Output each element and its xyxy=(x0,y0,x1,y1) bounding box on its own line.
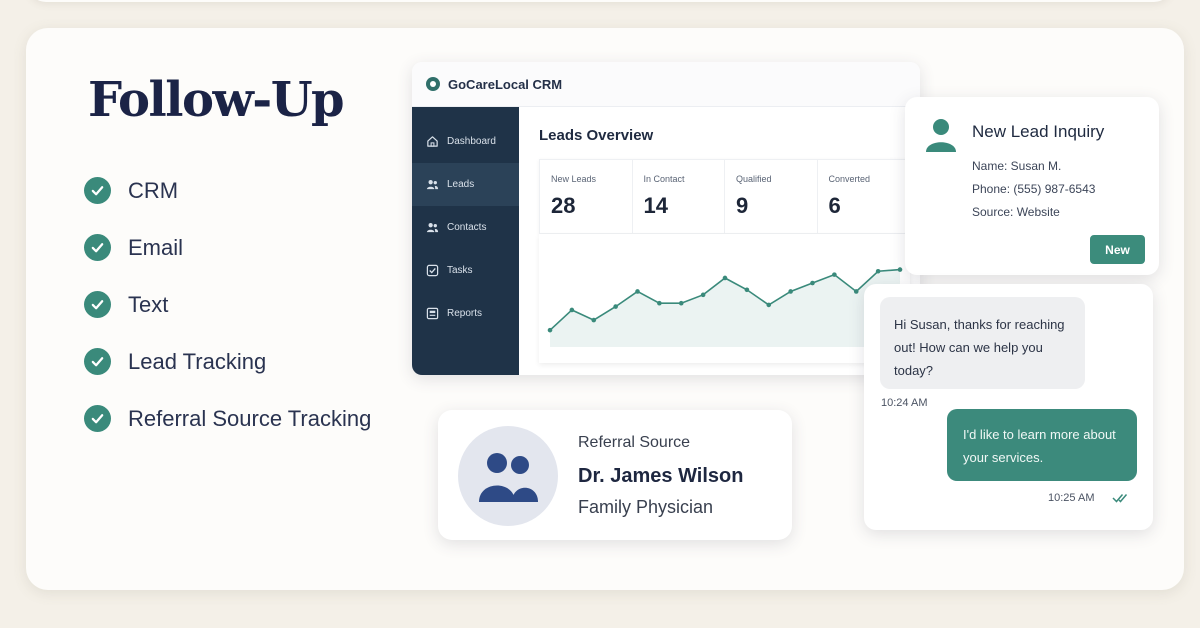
stat-label: In Contact xyxy=(643,174,685,184)
users-icon xyxy=(479,453,538,502)
sidebar-item-label: Tasks xyxy=(447,265,473,276)
sidebar-item-contacts[interactable]: Contacts xyxy=(412,206,519,249)
crm-window: GoCareLocal CRM Dashboard Leads Contacts… xyxy=(412,62,920,375)
new-lead-card: New Lead Inquiry Name: Susan M. Phone: (… xyxy=(905,97,1159,275)
lead-card-title: New Lead Inquiry xyxy=(972,122,1105,141)
stat-value: 14 xyxy=(643,193,668,218)
chart-point xyxy=(635,289,640,294)
user-icon xyxy=(926,119,956,152)
chart-point xyxy=(547,327,553,333)
sidebar-item-tasks[interactable]: Tasks xyxy=(412,249,519,292)
lead-name: Name: Susan M. xyxy=(972,159,1062,173)
feature-list: CRM Email Text Lead Tracking Referral So… xyxy=(84,162,371,447)
feature-label: Email xyxy=(128,234,184,260)
referral-role: Family Physician xyxy=(578,497,714,517)
chart-point xyxy=(853,289,859,294)
check-circle-icon xyxy=(84,234,111,261)
sidebar-item-label: Dashboard xyxy=(447,136,496,147)
new-status-button[interactable]: New xyxy=(1090,235,1145,264)
chat-card: Hi Susan, thanks for reaching out! How c… xyxy=(864,284,1153,530)
sidebar-item-label: Contacts xyxy=(447,222,487,233)
check-circle-icon xyxy=(84,405,111,432)
lead-source: Source: Website xyxy=(972,205,1060,219)
stat-qualified[interactable]: Qualified 9 xyxy=(725,160,818,233)
report-icon xyxy=(426,307,439,320)
stats-row: New Leads 28 In Contact 14 Qualified 9 C… xyxy=(539,159,910,234)
stat-value: 6 xyxy=(828,193,841,218)
contacts-icon xyxy=(426,223,439,233)
stat-label: Converted xyxy=(828,174,871,184)
home-icon xyxy=(427,136,438,147)
stat-new-leads[interactable]: New Leads 28 xyxy=(540,160,633,233)
sidebar-item-label: Reports xyxy=(447,308,483,319)
feature-label: Lead Tracking xyxy=(128,348,267,374)
referral-avatar xyxy=(458,426,558,526)
sidebar-item-dashboard[interactable]: Dashboard xyxy=(412,120,519,163)
lead-phone: Phone: (555) 987-6543 xyxy=(972,182,1096,196)
leads-chart xyxy=(539,234,910,363)
referral-card: Referral Source Dr. James Wilson Family … xyxy=(438,410,792,540)
chart-point xyxy=(613,304,618,309)
referral-name: Dr. James Wilson xyxy=(578,465,744,487)
chart-point xyxy=(569,307,575,313)
feature-item-email: Email xyxy=(84,219,371,276)
users-icon xyxy=(426,180,439,190)
leads-overview-title: Leads Overview xyxy=(539,127,654,144)
feature-label: CRM xyxy=(128,177,179,203)
outgoing-message: I'd like to learn more about your servic… xyxy=(947,409,1137,481)
checkbox-icon xyxy=(426,264,439,277)
crm-sidebar: Dashboard Leads Contacts Tasks Reports xyxy=(412,107,519,375)
stat-in-contact[interactable]: In Contact 14 xyxy=(633,160,725,233)
check-circle-icon xyxy=(84,177,111,204)
crm-title: GoCareLocal CRM xyxy=(448,76,563,92)
check-circle-icon xyxy=(84,348,111,375)
feature-item-referral-tracking: Referral Source Tracking xyxy=(84,390,371,447)
sidebar-item-leads[interactable]: Leads xyxy=(412,163,519,206)
stat-value: 28 xyxy=(551,193,576,218)
sidebar-item-label: Leads xyxy=(447,179,475,190)
chart-point xyxy=(897,267,903,272)
page-title: Follow-Up xyxy=(88,72,345,128)
chart-area xyxy=(550,269,900,347)
stat-label: New Leads xyxy=(551,174,597,184)
stat-converted[interactable]: Converted 6 xyxy=(818,160,910,233)
chart-point xyxy=(788,289,793,294)
incoming-message: Hi Susan, thanks for reaching out! How c… xyxy=(880,297,1085,389)
leads-chart-svg xyxy=(547,267,903,347)
stat-value: 9 xyxy=(736,193,749,218)
crm-content: Leads Overview New Leads 28 In Contact 1… xyxy=(519,107,920,375)
incoming-timestamp: 10:24 AM xyxy=(881,397,928,409)
top-card xyxy=(28,0,1172,2)
outgoing-timestamp: 10:25 AM xyxy=(1048,492,1095,504)
double-check-icon xyxy=(1112,494,1128,503)
chart-point xyxy=(875,268,881,274)
feature-label: Text xyxy=(128,291,169,317)
feature-item-text: Text xyxy=(84,276,371,333)
chart-point xyxy=(678,300,684,306)
feature-item-crm: CRM xyxy=(84,162,371,219)
chart-point xyxy=(700,292,706,298)
logo-icon xyxy=(426,77,440,91)
chart-point xyxy=(832,272,837,277)
chart-point xyxy=(591,317,597,323)
chart-point xyxy=(810,280,815,286)
chart-point xyxy=(766,302,772,308)
stat-label: Qualified xyxy=(736,174,772,184)
crm-titlebar: GoCareLocal CRM xyxy=(412,62,920,107)
chart-point xyxy=(744,287,750,293)
chart-point xyxy=(722,275,728,281)
referral-label: Referral Source xyxy=(578,434,691,451)
check-circle-icon xyxy=(84,291,111,318)
feature-label: Referral Source Tracking xyxy=(128,405,372,431)
sidebar-item-reports[interactable]: Reports xyxy=(412,292,519,335)
feature-item-lead-tracking: Lead Tracking xyxy=(84,333,371,390)
chart-point xyxy=(657,300,662,306)
